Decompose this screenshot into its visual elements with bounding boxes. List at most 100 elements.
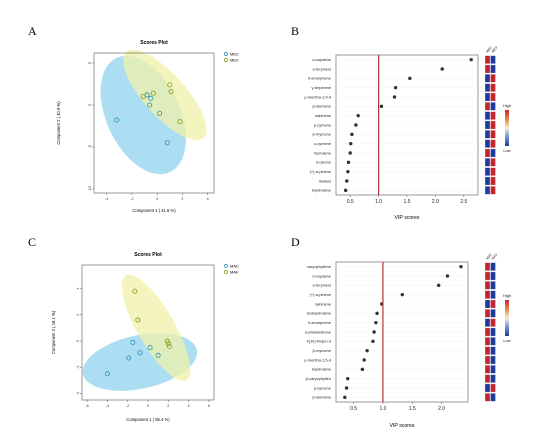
c-score-point-mac [104, 371, 110, 377]
c-score-point-mav [165, 341, 171, 347]
b-vip-point [354, 123, 358, 127]
panel-letter-b: B [291, 24, 300, 38]
a-y-tick-label: 5 [88, 62, 92, 64]
c-confidence-ellipse-mav [121, 274, 191, 382]
a-score-point-mev [167, 82, 173, 88]
b-heat-cell [484, 139, 491, 148]
d-feature-label: α-terpineol [313, 283, 332, 288]
c-chart-title: Scores Plot [134, 252, 162, 258]
a-score-point-mec [157, 110, 163, 116]
b-x-tick-label: 1.5 [404, 199, 411, 205]
a-score-point-mec [148, 95, 154, 101]
b-heat-cell [484, 186, 491, 195]
b-heat-cell [490, 92, 496, 102]
b-vip-point [346, 160, 351, 165]
b-feature-label: linalool [319, 178, 331, 183]
d-feature-label: α-phellandrene [305, 329, 331, 334]
b-vip-point [343, 188, 348, 193]
b-feature-label: humulene [314, 150, 331, 155]
d-heat-cell [490, 290, 496, 299]
b-heat-cell [490, 74, 496, 83]
a-chart-title: Scores Plot [140, 40, 168, 46]
b-feature-label: terpinolene [312, 188, 331, 193]
d-heat-cell [490, 299, 496, 309]
d-heat-cell [490, 271, 496, 281]
d-feature-label: β-caryophyllen [306, 376, 331, 381]
b-heat-cell [490, 158, 496, 167]
c-score-point-mav [164, 338, 170, 344]
d-feature-label: α-copaene [313, 273, 331, 278]
d-vip-point [445, 274, 450, 278]
a-y-axis-label: Component 2 ( 40.9 %) [56, 101, 61, 145]
a-legend-marker-mec [224, 52, 228, 56]
d-heat-cell [490, 337, 496, 346]
d-vip-point [400, 292, 404, 297]
b-heat-cell [490, 167, 496, 176]
a-x-tick-label: -4 [105, 197, 108, 201]
panel-letter-c: C [28, 235, 37, 249]
b-heat-cell [490, 64, 496, 74]
b-vip-point [346, 169, 350, 174]
b-heat-cell [484, 158, 491, 167]
d-x-tick-label: 1.5 [409, 406, 416, 412]
b-heat-cell [484, 148, 491, 158]
b-color-key-high-label: High [503, 103, 511, 108]
b-heat-cell [484, 55, 491, 64]
d-color-key-low-label: Low [503, 338, 510, 343]
b-vip-point [379, 104, 384, 109]
b-heat-column-label: MEC [485, 45, 493, 54]
b-vip-point [345, 179, 349, 183]
b-x-tick-label: 0.5 [347, 199, 354, 205]
d-color-key-bar [505, 300, 509, 336]
b-feature-label: γ-terpinene [312, 85, 331, 90]
d-x-tick-label: 1.0 [379, 406, 386, 412]
b-feature-label: δ-amorphene [308, 76, 331, 81]
b-feature-label: p-mentha-1,5-d [304, 94, 331, 99]
a-confidence-ellipse-mev [123, 49, 207, 141]
d-vip-point [374, 320, 378, 325]
a-legend-label-mev: MEV [230, 57, 239, 62]
d-heat-cell [490, 355, 496, 365]
a-x-axis-label: Component 1 ( 41.6 %) [132, 208, 176, 213]
d-heat-cell [484, 290, 491, 299]
a-score-point-mec [114, 117, 120, 123]
panel-letter-d: D [291, 235, 300, 249]
a-x-tick-label: 4 [207, 197, 209, 201]
c-score-point-mav [132, 288, 138, 294]
d-heat-cell [490, 365, 496, 374]
d-heat-cell [490, 383, 496, 393]
d-heat-cell [484, 374, 491, 383]
d-vip-point [362, 358, 366, 362]
c-y-axis-label: Component 2 ( 18.1 %) [51, 310, 56, 354]
b-vip-point [392, 95, 397, 99]
b-heat-cell [490, 102, 496, 111]
d-feature-label: (+)-α-pinene [310, 292, 331, 297]
d-heat-cell [490, 309, 496, 318]
a-y-tick-label: -10 [88, 186, 92, 191]
d-vip-point [372, 330, 376, 334]
d-x-tick-label: 2.0 [438, 406, 445, 412]
d-vip-point [436, 283, 441, 288]
c-y-tick-label: 0 [76, 340, 80, 342]
b-vip-point [408, 76, 412, 81]
b-heat-cell [484, 92, 491, 102]
b-feature-label: β-myrcene [313, 132, 331, 137]
b-heat-column-label: MEV [491, 45, 499, 54]
a-x-tick-label: 2 [181, 197, 183, 201]
c-score-point-mav [166, 343, 172, 349]
b-feature-label: β-elemene [313, 104, 331, 109]
b-heat-cell [490, 176, 496, 186]
d-heat-cell [490, 346, 496, 355]
d-feature-label: β-myrcene [313, 348, 331, 353]
d-heat-cell [484, 383, 491, 393]
c-y-tick-label: 4 [76, 288, 80, 290]
b-feature-label: p-cymene [314, 122, 331, 127]
b-x-tick-label: 2.5 [460, 199, 467, 205]
d-heat-column-label: MAC [485, 252, 493, 261]
c-legend-marker-mac [224, 264, 228, 268]
a-y-tick-label: 0 [88, 104, 92, 106]
b-heat-cell [490, 83, 496, 92]
b-x-axis-label: VIP scores [395, 215, 420, 221]
b-vip-point [349, 141, 353, 146]
